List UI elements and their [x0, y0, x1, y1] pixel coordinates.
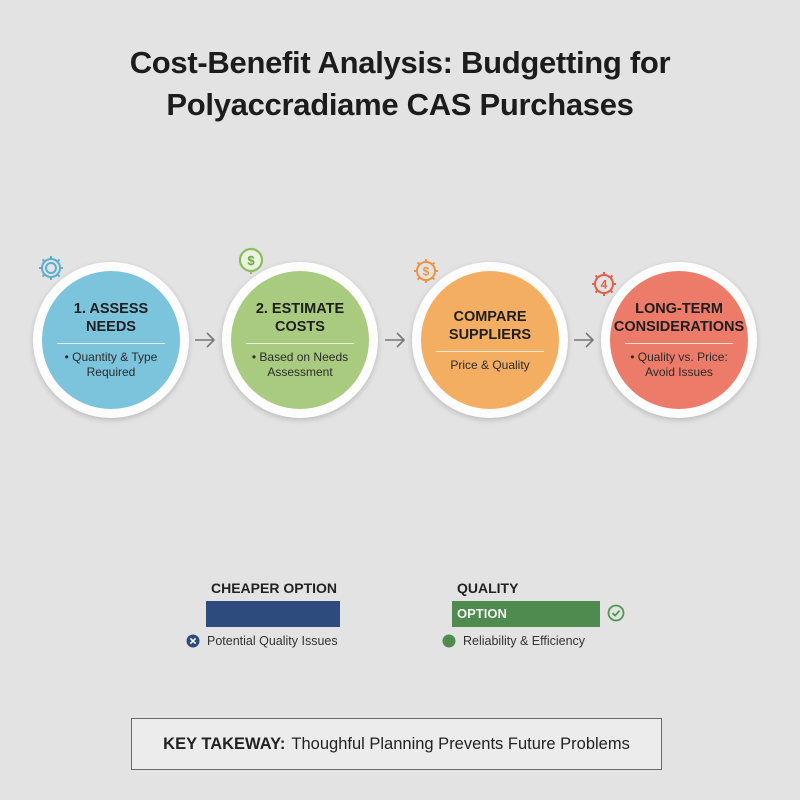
svg-text:$: $ [247, 253, 255, 268]
step-divider [625, 343, 733, 344]
quality-option-note: Reliability & Efficiency [442, 634, 585, 648]
svg-text:4: 4 [601, 278, 608, 292]
arrow-right-icon [383, 330, 407, 350]
arrow-right-icon [193, 330, 217, 350]
cheaper-option-label: CHEAPER OPTION [211, 580, 338, 596]
svg-text:$: $ [423, 265, 430, 279]
step-assess-needs: 1. Assess Needs • Quantity & Type Requir… [33, 262, 189, 418]
step-compare-suppliers: Compare Suppliers Price & Quality [412, 262, 568, 418]
cheaper-option-bar [206, 601, 340, 627]
page-title: Cost-Benefit Analysis: Budgetting for Po… [0, 42, 800, 126]
key-takeaway-text: Thoughful Planning Prevents Future Probl… [291, 734, 630, 753]
dot-icon [442, 634, 456, 648]
cheaper-option-note: Potential Quality Issues [186, 634, 338, 648]
step-description: • Quantity & Type Required [64, 350, 158, 379]
check-circle-icon [607, 604, 625, 622]
step-title: Long-Term Considerations [613, 301, 745, 335]
step-disc: Compare Suppliers Price & Quality [421, 271, 559, 409]
arrow-right-icon [572, 330, 596, 350]
key-takeaway-label: KEY TAKEWAY: [163, 734, 286, 753]
step-description: • Quality vs. Price: Avoid Issues [630, 350, 728, 379]
quality-option-bar: OPTION [452, 601, 600, 627]
gear-dollar-icon: $ [411, 256, 441, 286]
quality-option-bar-label: OPTION [457, 606, 507, 621]
step-divider [436, 350, 544, 352]
step-long-term-considerations: Long-Term Considerations • Quality vs. P… [601, 262, 757, 418]
quality-option-note-text: Reliability & Efficiency [463, 634, 586, 648]
key-takeaway-box: KEY TAKEWAY: Thoughful Planning Prevents… [131, 718, 662, 770]
step-disc: Long-Term Considerations • Quality vs. P… [610, 271, 748, 409]
gear-four-icon: 4 [589, 269, 619, 299]
step-title: 2. Estimate Costs [255, 301, 345, 335]
cheaper-option-note-text: Potential Quality Issues [207, 634, 338, 648]
title-line-1: Cost-Benefit Analysis: Budgetting for [129, 45, 671, 80]
x-circle-icon [186, 634, 200, 648]
step-description: Price & Quality [450, 357, 530, 372]
gear-icon [36, 253, 66, 283]
step-disc: 1. Assess Needs • Quantity & Type Requir… [42, 271, 180, 409]
dollar-bulb-icon: $ [236, 247, 266, 277]
step-title: Compare Suppliers [448, 308, 532, 343]
step-title: 1. Assess Needs [73, 301, 149, 335]
quality-option-label: QUALITY [457, 580, 519, 596]
title-line-2: Polyaccradiame CAS Purchases [166, 87, 634, 122]
step-divider [57, 343, 165, 344]
step-estimate-costs: 2. Estimate Costs • Based on Needs Asses… [222, 262, 378, 418]
step-description: • Based on Needs Assessment [251, 350, 349, 379]
step-divider [246, 343, 354, 344]
step-disc: 2. Estimate Costs • Based on Needs Asses… [231, 271, 369, 409]
